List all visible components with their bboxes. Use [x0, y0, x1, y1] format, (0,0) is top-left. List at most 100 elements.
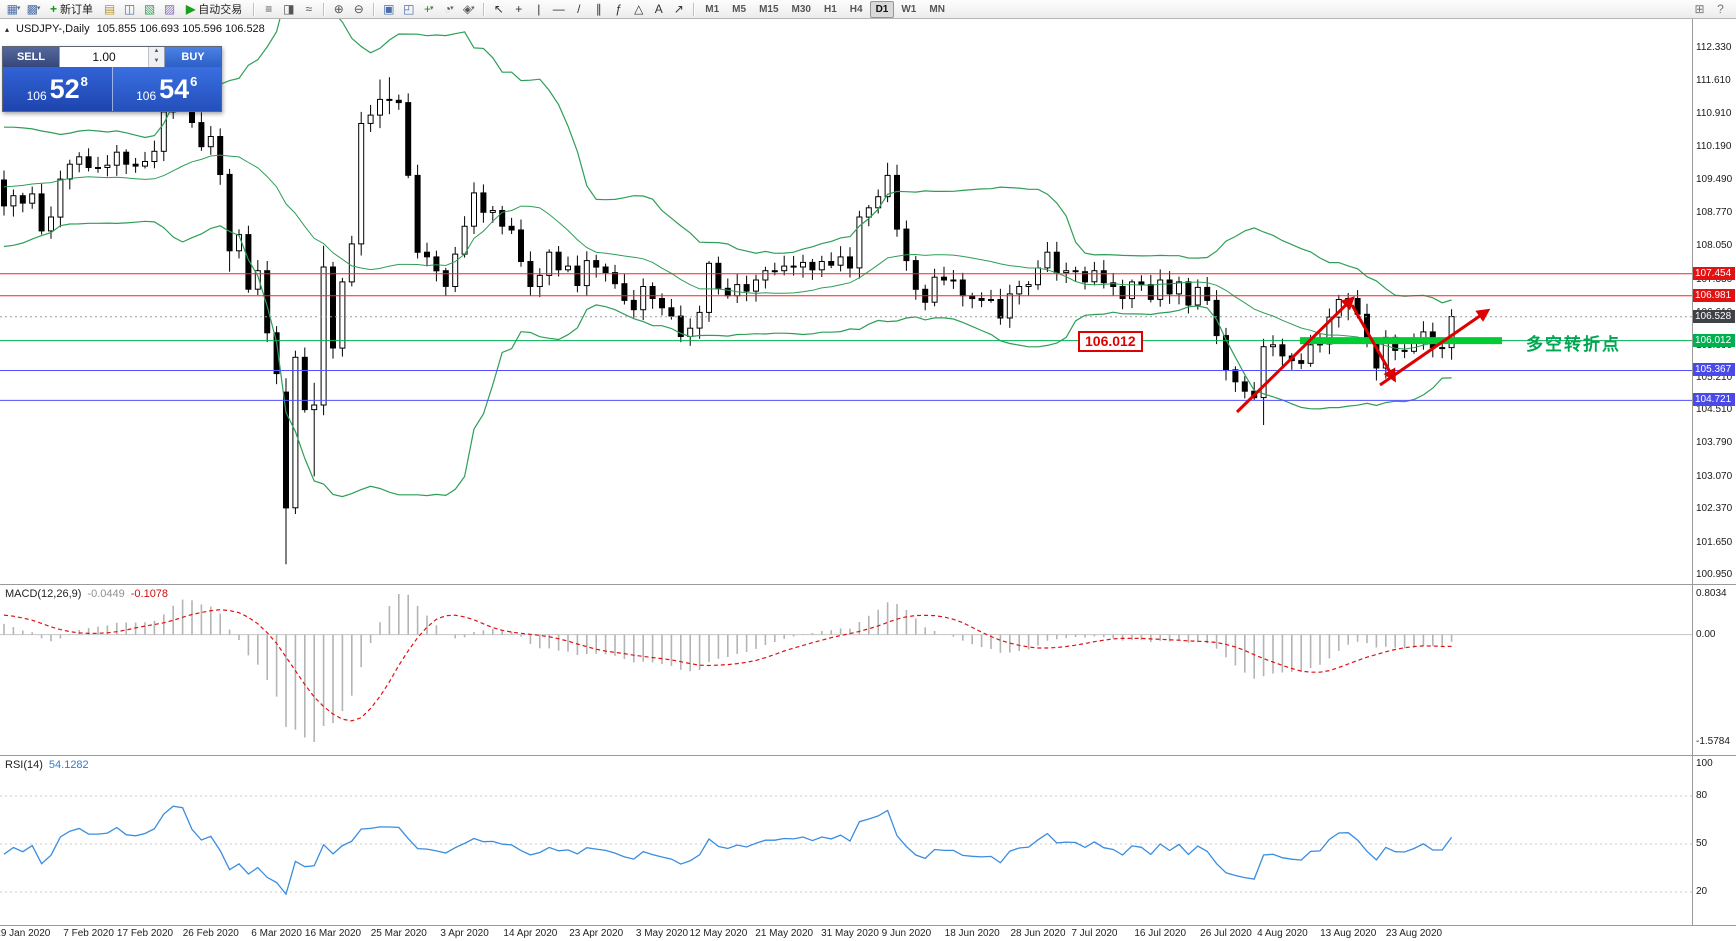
- volume-up-icon[interactable]: ▲: [149, 47, 164, 57]
- macd-signal-value: -0.1078: [130, 588, 169, 600]
- toolbar-separator: [483, 2, 485, 16]
- sell-button[interactable]: SELL: [3, 47, 59, 67]
- date-label: 25 Mar 2020: [370, 928, 427, 939]
- bar-chart-icon[interactable]: ≡: [265, 2, 273, 16]
- price-axis-tick: 103.790: [1696, 437, 1733, 450]
- price-axis-tick: 101.650: [1696, 536, 1733, 549]
- templates-icon[interactable]: ◈ ▾: [462, 2, 475, 16]
- toolbar-right-group: ⊞?: [1690, 1, 1732, 17]
- profiles-icon[interactable]: ▩ ▾: [26, 2, 41, 16]
- text-icon[interactable]: A: [654, 2, 663, 16]
- ask-price-point: 6: [190, 74, 198, 89]
- arrow-tool-icon[interactable]: ↗: [673, 2, 684, 16]
- new-order-icon: +: [50, 2, 58, 16]
- crosshair-icon[interactable]: +: [515, 2, 523, 16]
- cursor-icon[interactable]: ↖: [493, 2, 504, 16]
- rsi-axis-tick: 50: [1696, 838, 1708, 849]
- price-tag: 105.367: [1693, 363, 1735, 377]
- navigator-icon[interactable]: ▧: [143, 2, 156, 16]
- price-axis-tick: 109.490: [1696, 173, 1733, 186]
- channel-icon[interactable]: ∥: [595, 2, 602, 16]
- autotrading-button[interactable]: ▶ 自动交易: [180, 1, 248, 17]
- bid-price[interactable]: 106 52 8: [3, 67, 113, 111]
- buy-button[interactable]: BUY: [165, 47, 221, 67]
- date-label: 31 May 2020: [821, 928, 879, 939]
- new-chart-icon[interactable]: ▦ ▾: [6, 2, 21, 16]
- date-label: 16 Mar 2020: [304, 928, 362, 939]
- price-axis-tick: 100.950: [1696, 569, 1733, 581]
- date-label: 18 Jun 2020: [944, 928, 1000, 939]
- market-watch-icon[interactable]: ▤: [103, 2, 116, 16]
- price-axis-tick: 103.070: [1696, 470, 1733, 483]
- help-icon[interactable]: ?: [1717, 2, 1724, 16]
- shapes-icon[interactable]: △: [634, 2, 644, 16]
- price-tag: 104.721: [1693, 393, 1735, 407]
- autotrading-icon: ▶: [186, 2, 196, 16]
- candlestick-chart-icon[interactable]: ◨: [283, 2, 295, 16]
- bid-price-figure: 106: [26, 89, 47, 103]
- macd-main-value: -0.0449: [87, 588, 125, 600]
- ask-price[interactable]: 106 54 6: [112, 67, 221, 111]
- timeframe-m30[interactable]: M30: [791, 3, 811, 15]
- vertical-line-icon[interactable]: |: [537, 2, 541, 16]
- cascade-windows-icon[interactable]: ◰: [403, 2, 415, 16]
- trendline-icon[interactable]: /: [577, 2, 581, 16]
- price-level-callout[interactable]: 106.012: [1078, 331, 1143, 352]
- timeframe-d1[interactable]: D1: [869, 0, 895, 18]
- date-label: 16 Jul 2020: [1134, 928, 1187, 939]
- line-chart-icon[interactable]: ≈: [305, 2, 313, 16]
- zoom-in-icon[interactable]: ⊕: [333, 2, 344, 16]
- chevron-down-icon: ▾: [16, 5, 21, 12]
- volume-down-icon[interactable]: ▼: [149, 57, 164, 67]
- autotrading-button-label: 自动交易: [198, 4, 243, 16]
- tile-windows-icon[interactable]: ▣: [383, 2, 395, 16]
- date-axis[interactable]: 29 Jan 2020 7 Feb 2020 17 Feb 2020 26 Feb 2…: [0, 926, 1736, 941]
- fibonacci-icon[interactable]: ƒ: [615, 2, 623, 16]
- timeframe-m15[interactable]: M15: [759, 3, 779, 15]
- ask-price-figure: 106: [136, 89, 157, 103]
- price-tag: 106.528: [1693, 309, 1735, 323]
- indicators-icon[interactable]: + ▾: [423, 2, 434, 16]
- date-label: 4 Aug 2020: [1257, 928, 1308, 939]
- macd-axis-zero: 0.00: [1696, 628, 1716, 640]
- price-axis[interactable]: 112.330 111.610 110.910 110.190 109.490 108.7…: [1693, 0, 1736, 941]
- timeframe-m1[interactable]: M1: [705, 3, 720, 15]
- price-axis-tick: 108.050: [1696, 240, 1733, 253]
- volume-value[interactable]: 1.00: [92, 50, 116, 64]
- rsi-name: RSI(14): [5, 759, 43, 771]
- date-label: 6 Mar 2020: [251, 928, 302, 939]
- date-label: 23 Apr 2020: [569, 928, 624, 939]
- timeframe-m5[interactable]: M5: [732, 3, 747, 15]
- data-window-icon[interactable]: ◫: [123, 2, 136, 16]
- terminal-icon[interactable]: ▨: [163, 2, 176, 16]
- date-label: 17 Feb 2020: [116, 928, 174, 939]
- bid-price-pips: 52: [49, 74, 80, 104]
- one-click-trading-panel: SELL 1.00 ▲ ▼ BUY 106 52 8 106 54 6: [2, 46, 222, 112]
- macd-name: MACD(12,26,9): [5, 588, 82, 600]
- timeframe-w1[interactable]: W1: [901, 3, 917, 15]
- timeframe-h4[interactable]: H4: [849, 3, 863, 15]
- ask-price-pips: 54: [159, 74, 190, 104]
- zoom-out-icon[interactable]: ⊖: [353, 2, 364, 16]
- date-label: 23 Aug 2020: [1385, 928, 1443, 939]
- periods-icon[interactable]: ◔ ▾: [443, 2, 454, 16]
- rsi-axis-tick: 20: [1696, 886, 1708, 897]
- horizontal-line-icon[interactable]: —: [552, 2, 565, 16]
- price-tag: 106.012: [1693, 333, 1735, 347]
- symbol-info-line: ▴ USDJPY-,Daily 105.855 106.693 105.596 …: [5, 23, 265, 35]
- date-label: 14 Apr 2020: [503, 928, 558, 939]
- volume-spin-buttons[interactable]: ▲ ▼: [148, 47, 164, 67]
- rsi-label-line: RSI(14) 54.1282: [5, 759, 89, 771]
- date-label: 29 Jan 2020: [0, 928, 51, 939]
- turning-point-label[interactable]: 多空转折点: [1526, 335, 1621, 354]
- symbol-period-label: USDJPY-,Daily: [16, 23, 90, 35]
- timeframe-mn[interactable]: MN: [929, 3, 945, 15]
- new-order-button[interactable]: + 新订单: [44, 1, 99, 17]
- print-icon[interactable]: ⊞: [1694, 2, 1705, 16]
- date-label: 7 Jul 2020: [1071, 928, 1118, 939]
- date-label: 9 Jun 2020: [881, 928, 932, 939]
- timeframe-h1[interactable]: H1: [823, 3, 837, 15]
- price-axis-tick: 112.330: [1696, 42, 1732, 54]
- volume-stepper[interactable]: 1.00 ▲ ▼: [59, 47, 165, 67]
